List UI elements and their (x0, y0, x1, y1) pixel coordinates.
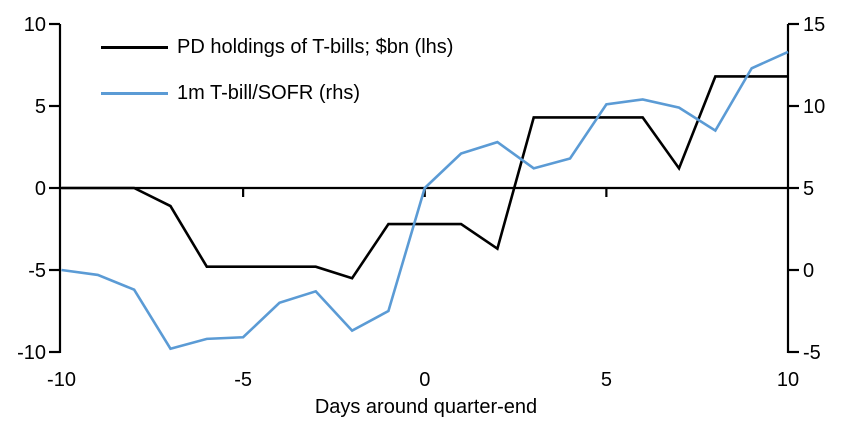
left-axis-tick-label: -10 (17, 342, 46, 364)
right-axis-tick-label: 10 (803, 96, 825, 118)
x-axis-title: Days around quarter-end (314, 396, 538, 418)
legend-label-pd-holdings: PD holdings of T-bills; $bn (lhs) (177, 36, 454, 58)
left-axis-tick-label: 5 (35, 96, 46, 118)
x-axis-tick-label: 10 (777, 369, 799, 391)
x-axis-tick-label: 5 (601, 369, 612, 391)
series-line-sofr (61, 50, 789, 351)
right-axis-tick-label: 5 (803, 178, 814, 200)
x-axis-tick-label: 0 (419, 369, 430, 391)
x-axis-tick-label: -5 (234, 369, 252, 391)
legend-item-sofr: 1m T-bill/SOFR (rhs) (101, 79, 453, 107)
left-axis-tick-label: 0 (35, 178, 46, 200)
legend-line-swatch-sofr (101, 91, 168, 95)
right-axis-tick-label: 0 (803, 260, 814, 282)
left-axis-tick-label: 10 (24, 14, 46, 36)
legend: PD holdings of T-bills; $bn (lhs) 1m T-b… (101, 33, 453, 125)
right-axis-tick-label: 15 (803, 14, 825, 36)
series-line-pd-holdings (61, 75, 788, 280)
left-axis-tick-label: -5 (28, 260, 46, 282)
legend-line-swatch-pd-holdings (101, 45, 168, 49)
legend-label-sofr: 1m T-bill/SOFR (rhs) (177, 82, 360, 104)
x-axis-tick-label: -10 (47, 369, 76, 391)
legend-item-pd-holdings: PD holdings of T-bills; $bn (lhs) (101, 33, 453, 61)
right-axis-tick-label: -5 (803, 342, 821, 364)
